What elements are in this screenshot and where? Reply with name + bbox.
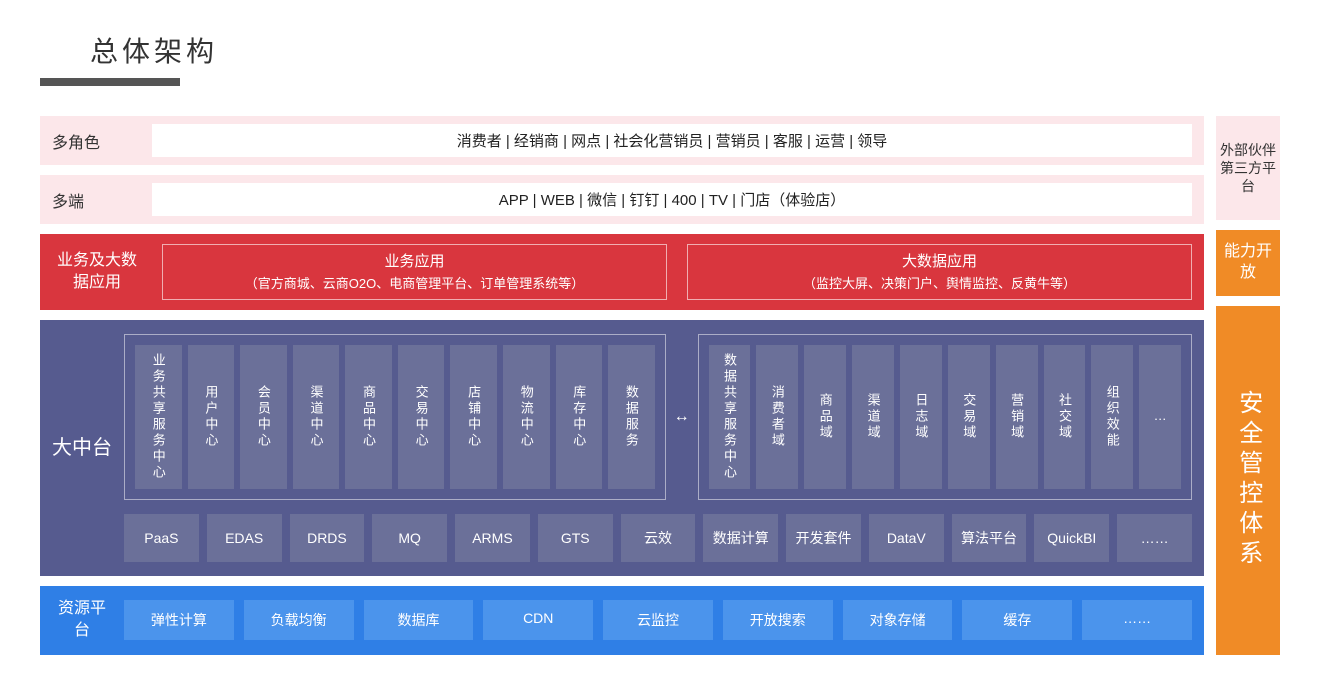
tech-row: PaaS EDAS DRDS MQ ARMS GTS 云效 数据计算 开发套件 …: [124, 514, 1192, 562]
data-domain: 交易域: [948, 345, 990, 489]
biz-center: 会员中心: [240, 345, 287, 489]
resource-box: 缓存: [962, 600, 1072, 640]
terminals-label: 多端: [52, 188, 152, 212]
biz-app-sub: （官方商城、云商O2O、电商管理平台、订单管理系统等）: [171, 274, 658, 294]
roles-row: 多角色 消费者 | 经销商 | 网点 | 社会化营销员 | 营销员 | 客服 |…: [40, 116, 1204, 165]
biz-center: 渠道中心: [293, 345, 340, 489]
tech-box: PaaS: [124, 514, 199, 562]
capability-text: 能力开放: [1216, 238, 1280, 288]
tech-box: ……: [1117, 514, 1192, 562]
biz-center: 店铺中心: [450, 345, 497, 489]
main-column: 多角色 消费者 | 经销商 | 网点 | 社会化营销员 | 营销员 | 客服 |…: [40, 116, 1204, 655]
middle-platform-body: 业务共享服务中心 用户中心 会员中心 渠道中心 商品中心 交易中心 店铺中心 物…: [124, 334, 1192, 562]
side-column: 外部伙伴第三方平台 能力开放 安全管控体系: [1216, 116, 1280, 655]
tech-box: QuickBI: [1034, 514, 1109, 562]
resource-box: 数据库: [364, 600, 474, 640]
capability-side: 能力开放: [1216, 230, 1280, 296]
data-service-group: 数据共享服务中心 消费者域 商品域 渠道域 日志域 交易域 营销域 社交域 组织…: [698, 334, 1192, 500]
roles-label: 多角色: [52, 129, 152, 153]
data-domain: 消费者域: [756, 345, 798, 489]
biz-center: 商品中心: [345, 345, 392, 489]
tech-box: EDAS: [207, 514, 282, 562]
page-title: 总体架构: [90, 30, 1280, 70]
tech-box: 云效: [621, 514, 696, 562]
data-domain: 营销域: [996, 345, 1038, 489]
tech-box: DataV: [869, 514, 944, 562]
tech-box: 开发套件: [786, 514, 861, 562]
biz-app-box: 业务应用 （官方商城、云商O2O、电商管理平台、订单管理系统等）: [162, 244, 667, 300]
data-app-box: 大数据应用 （监控大屏、决策门户、舆情监控、反黄牛等）: [687, 244, 1192, 300]
tech-box: DRDS: [290, 514, 365, 562]
biz-center: 用户中心: [188, 345, 235, 489]
bidirectional-arrow-icon: ↔: [674, 408, 690, 426]
middle-top: 业务共享服务中心 用户中心 会员中心 渠道中心 商品中心 交易中心 店铺中心 物…: [124, 334, 1192, 500]
resource-body: 弹性计算 负载均衡 数据库 CDN 云监控 开放搜索 对象存储 缓存 ……: [124, 600, 1192, 640]
data-group-label: 数据共享服务中心: [709, 345, 751, 489]
biz-center: 物流中心: [503, 345, 550, 489]
terminals-row: 多端 APP | WEB | 微信 | 钉钉 | 400 | TV | 门店（体…: [40, 175, 1204, 224]
security-side: 安全管控体系: [1216, 306, 1280, 655]
resource-box: 弹性计算: [124, 600, 234, 640]
biz-group-label: 业务共享服务中心: [135, 345, 182, 489]
data-domain: 渠道域: [852, 345, 894, 489]
resource-row: 资源平台 弹性计算 负载均衡 数据库 CDN 云监控 开放搜索 对象存储 缓存 …: [40, 586, 1204, 655]
biz-service-group: 业务共享服务中心 用户中心 会员中心 渠道中心 商品中心 交易中心 店铺中心 物…: [124, 334, 666, 500]
resource-box: 开放搜索: [723, 600, 833, 640]
tech-box: GTS: [538, 514, 613, 562]
apps-row: 业务及大数据应用 业务应用 （官方商城、云商O2O、电商管理平台、订单管理系统等…: [40, 234, 1204, 310]
tech-box: 数据计算: [703, 514, 778, 562]
partner-text: 外部伙伴第三方平台: [1220, 141, 1276, 196]
resource-box: 对象存储: [843, 600, 953, 640]
resource-label: 资源平台: [52, 598, 112, 643]
data-domain: 组织效能: [1091, 345, 1133, 489]
tech-box: ARMS: [455, 514, 530, 562]
tech-box: MQ: [372, 514, 447, 562]
data-domain: …: [1139, 345, 1181, 489]
biz-center: 交易中心: [398, 345, 445, 489]
data-domain: 商品域: [804, 345, 846, 489]
security-text: 安全管控体系: [1231, 306, 1265, 655]
biz-center: 数据服务: [608, 345, 655, 489]
roles-content: 消费者 | 经销商 | 网点 | 社会化营销员 | 营销员 | 客服 | 运营 …: [152, 124, 1192, 157]
apps-label: 业务及大数据应用: [52, 244, 142, 300]
architecture-diagram: 多角色 消费者 | 经销商 | 网点 | 社会化营销员 | 营销员 | 客服 |…: [40, 116, 1280, 655]
data-domain: 社交域: [1044, 345, 1086, 489]
middle-platform-row: 大中台 业务共享服务中心 用户中心 会员中心 渠道中心 商品中心 交易中心 店铺…: [40, 320, 1204, 576]
biz-center: 库存中心: [556, 345, 603, 489]
resource-box: ……: [1082, 600, 1192, 640]
partner-side: 外部伙伴第三方平台: [1216, 116, 1280, 220]
resource-box: 云监控: [603, 600, 713, 640]
middle-platform-label: 大中台: [52, 334, 112, 562]
data-app-sub: （监控大屏、决策门户、舆情监控、反黄牛等）: [696, 274, 1183, 294]
resource-box: CDN: [483, 600, 593, 640]
resource-box: 负载均衡: [244, 600, 354, 640]
security-label: 安全管控体系: [1231, 390, 1265, 570]
biz-app-title: 业务应用: [171, 251, 658, 274]
terminals-content: APP | WEB | 微信 | 钉钉 | 400 | TV | 门店（体验店）: [152, 183, 1192, 216]
tech-box: 算法平台: [952, 514, 1027, 562]
title-underline: [40, 78, 180, 86]
data-domain: 日志域: [900, 345, 942, 489]
data-app-title: 大数据应用: [696, 251, 1183, 274]
